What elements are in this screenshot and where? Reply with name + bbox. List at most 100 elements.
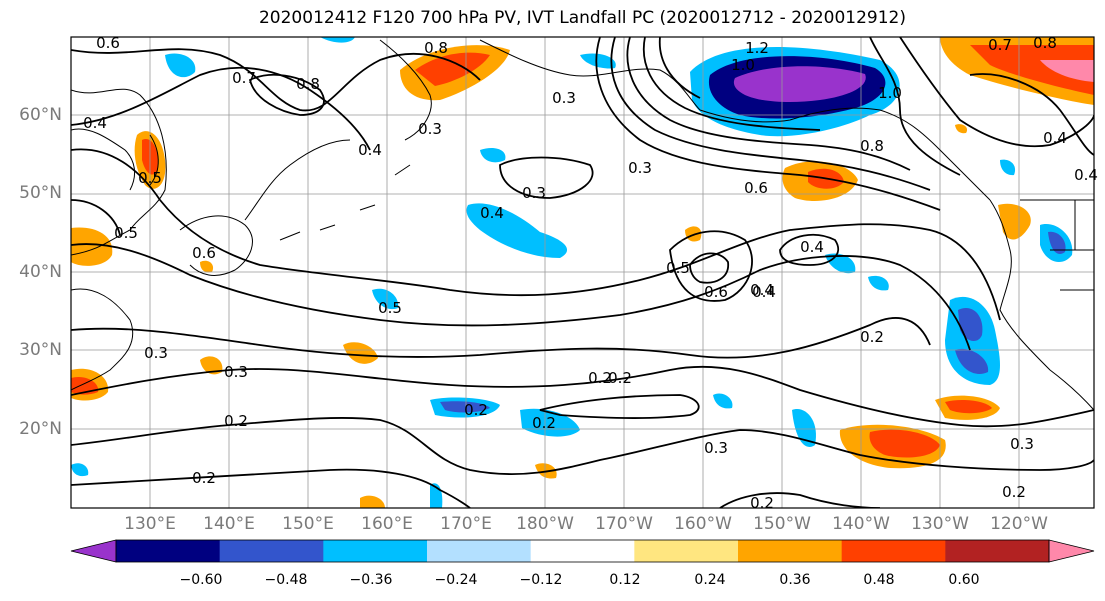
colorbar-segment bbox=[530, 540, 635, 562]
contour-label: 0.3 bbox=[1010, 435, 1034, 453]
contour-label: 0.8 bbox=[296, 75, 320, 93]
lon-label: 130°W bbox=[911, 514, 969, 534]
contour-label: 0.8 bbox=[424, 39, 448, 57]
contour-label: 0.2 bbox=[224, 412, 248, 430]
contour-label: 0.2 bbox=[860, 328, 884, 346]
lon-label: 170°E bbox=[440, 514, 492, 534]
shade-navy-us bbox=[1048, 231, 1066, 254]
lon-label: 180°W bbox=[516, 514, 574, 534]
contour-label: 0.4 bbox=[800, 238, 824, 256]
contour-label: 0.6 bbox=[96, 34, 120, 52]
lat-label: 60°N bbox=[19, 105, 62, 125]
shade-blue-small12 bbox=[868, 275, 889, 291]
shade-navy-trop bbox=[440, 401, 490, 413]
shade-red-ne bbox=[970, 45, 1094, 95]
coastlines bbox=[71, 39, 1094, 411]
colorbar-tick-label: 0.48 bbox=[863, 572, 895, 588]
shade-orange-small9 bbox=[955, 124, 968, 134]
contour-label: 0.4 bbox=[480, 204, 504, 222]
contour-label: 0.2 bbox=[750, 494, 774, 512]
contour-label: 0.7 bbox=[988, 36, 1012, 54]
colorbar-segment bbox=[219, 540, 324, 562]
contour-lines bbox=[71, 37, 1094, 508]
shade-purple-alaska bbox=[733, 66, 866, 103]
contour-label: 1.0 bbox=[878, 84, 902, 102]
lon-label: 140°W bbox=[832, 514, 890, 534]
colorbar-tick-label: 0.12 bbox=[609, 572, 641, 588]
lon-label: 160°W bbox=[674, 514, 732, 534]
contour-label: 0.3 bbox=[418, 120, 442, 138]
shade-blue-mid3 bbox=[372, 288, 399, 310]
shade-orange-us bbox=[998, 203, 1031, 240]
contour-label: 0.4 bbox=[358, 141, 382, 159]
contour-label: 0.4 bbox=[1074, 166, 1098, 184]
colorbar-segment bbox=[116, 540, 221, 562]
colorbar-tick-label: 0.60 bbox=[948, 572, 980, 588]
colorbar-tick-label: 0.24 bbox=[694, 572, 726, 588]
contour-label: 0.2 bbox=[588, 369, 612, 387]
contour-label: 0.4 bbox=[83, 114, 107, 132]
lat-label: 50°N bbox=[19, 183, 62, 203]
contour-label-group: 0.6 0.7 0.8 0.4 0.5 0.5 0.6 0.8 0.3 0.3 … bbox=[83, 34, 1098, 512]
contour-label: 1.2 bbox=[745, 39, 769, 57]
lon-label: 150°W bbox=[753, 514, 811, 534]
colorbar-arrow-left bbox=[70, 539, 117, 563]
shade-orange-small5 bbox=[360, 495, 385, 508]
contour-label: 0.8 bbox=[1033, 34, 1057, 52]
colorbar-segment bbox=[427, 540, 532, 562]
contour-label: 0.2 bbox=[192, 469, 216, 487]
contour-label: 0.2 bbox=[464, 401, 488, 419]
shade-orange-small3 bbox=[200, 260, 214, 273]
shade-pink-ne bbox=[1040, 60, 1094, 82]
shading-layer bbox=[71, 37, 1094, 508]
colorbar-segment bbox=[634, 540, 739, 562]
colorbar-segment bbox=[738, 540, 843, 562]
lat-label: 30°N bbox=[19, 340, 62, 360]
shade-blue-small11 bbox=[580, 53, 616, 69]
shade-navy-ca2 bbox=[955, 348, 989, 374]
contour-label: 0.3 bbox=[224, 363, 248, 381]
shade-blue-small13 bbox=[713, 393, 733, 409]
lon-label: 170°W bbox=[595, 514, 653, 534]
colorbar-tick-label: −0.48 bbox=[264, 572, 308, 588]
contour-label: 0.3 bbox=[552, 89, 576, 107]
colorbar-tick-label: −0.24 bbox=[434, 572, 478, 588]
colorbar-segment bbox=[841, 540, 946, 562]
lat-label: 20°N bbox=[19, 419, 62, 439]
shade-red-sub bbox=[945, 400, 992, 414]
contour-label: 0.3 bbox=[144, 344, 168, 362]
lon-label: 130°E bbox=[124, 514, 176, 534]
contour-label: 0.5 bbox=[666, 259, 690, 277]
gridlines bbox=[71, 37, 1094, 508]
contour-label: 0.8 bbox=[860, 137, 884, 155]
lon-label: 160°E bbox=[361, 514, 413, 534]
contour-label: 0.5 bbox=[114, 224, 138, 242]
shade-orange-small1 bbox=[343, 342, 378, 364]
colorbar-tick-label: −0.60 bbox=[179, 572, 223, 588]
contour-label: 0.7 bbox=[232, 69, 256, 87]
shade-blue-mid2 bbox=[480, 148, 506, 163]
colorbar-tick-label: 0.36 bbox=[779, 572, 811, 588]
shade-orange-small2 bbox=[200, 356, 223, 375]
shade-orange-japan bbox=[71, 227, 113, 266]
contour-label: 0.2 bbox=[1002, 483, 1026, 501]
shade-blue-trop3 bbox=[792, 409, 816, 447]
contour-label: 0.3 bbox=[704, 439, 728, 457]
contour-label: 0.5 bbox=[138, 169, 162, 187]
colorbar-border bbox=[115, 539, 1050, 563]
lon-label: 140°E bbox=[203, 514, 255, 534]
contour-label: 0.4 bbox=[752, 283, 776, 301]
contour-label: 0.2 bbox=[532, 414, 556, 432]
lon-label: 120°W bbox=[990, 514, 1048, 534]
shade-blue-japan-ne bbox=[165, 53, 196, 78]
contour-label: 0.4 bbox=[750, 281, 774, 299]
contour-label: 0.6 bbox=[192, 244, 216, 262]
contour-label: 0.5 bbox=[378, 299, 402, 317]
shade-blue-small8 bbox=[1000, 159, 1016, 176]
colorbar-segment bbox=[323, 540, 428, 562]
shade-blue-mid1 bbox=[466, 203, 568, 258]
shade-orange-dateline bbox=[685, 226, 702, 242]
map-title: 2020012412 F120 700 hPa PV, IVT Landfall… bbox=[258, 8, 906, 28]
map-border bbox=[70, 36, 1095, 509]
